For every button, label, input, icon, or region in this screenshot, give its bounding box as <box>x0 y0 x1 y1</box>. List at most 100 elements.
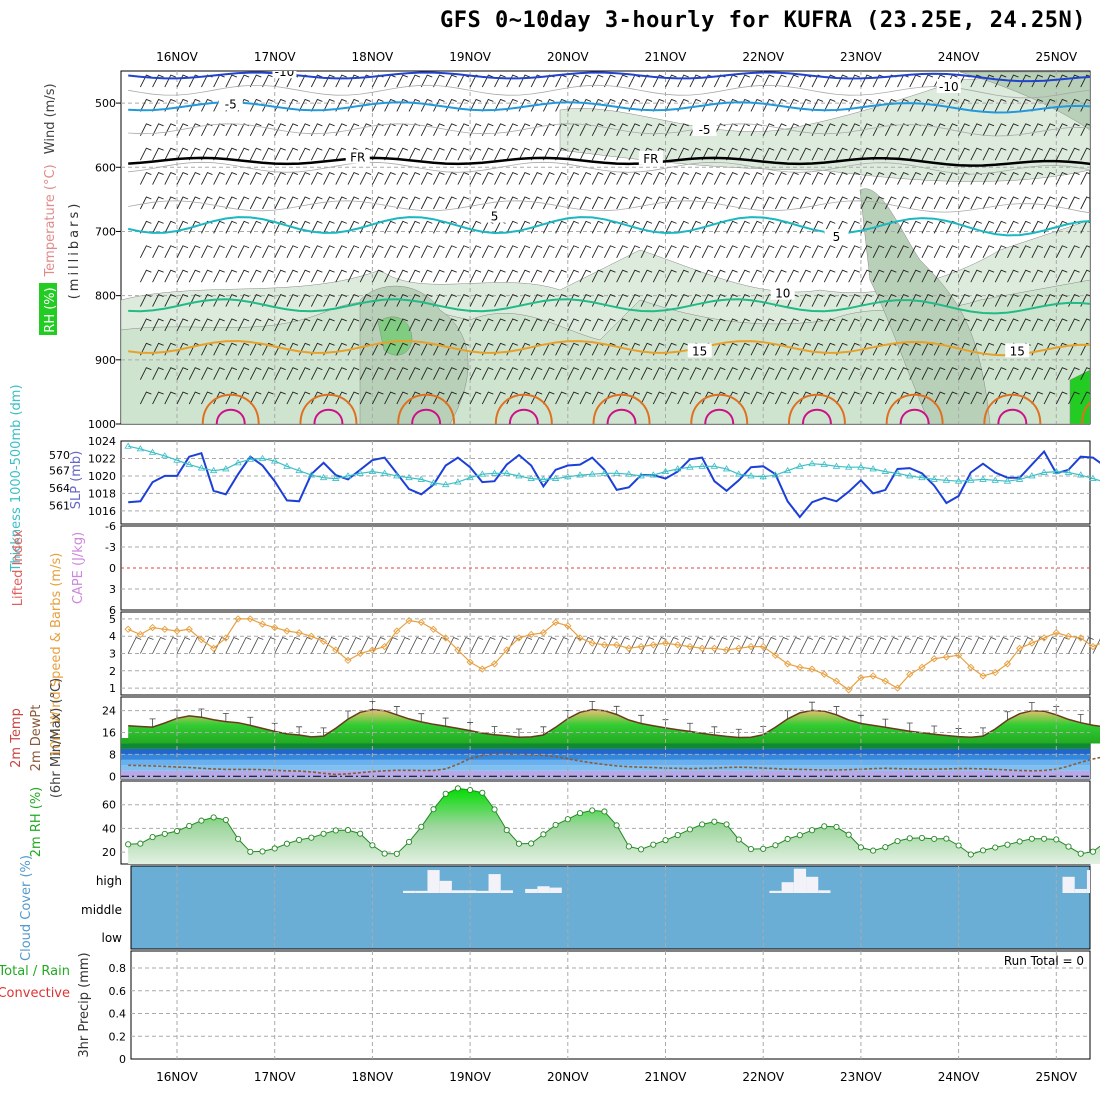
wind-barb <box>506 196 518 210</box>
wind-barb <box>628 220 641 234</box>
wind-barb <box>1093 343 1100 355</box>
rh2m-marker <box>1089 848 1096 855</box>
wind-barb <box>494 172 506 185</box>
wind-barb <box>384 245 396 258</box>
wind10m-marker <box>747 642 755 651</box>
wind-barb <box>933 196 946 210</box>
wind-barb <box>201 245 213 258</box>
rh2m-marker <box>320 830 327 837</box>
wind-barb <box>872 98 885 112</box>
wind-barb <box>640 391 653 405</box>
wind-barb <box>481 172 494 185</box>
surface-loop-inner <box>606 408 637 424</box>
wind-barb <box>567 269 579 283</box>
wind-barb <box>164 293 176 307</box>
wind-barb <box>249 367 262 380</box>
wind-barb <box>396 269 408 283</box>
pressure-axis: 500 600 700 800 900 1000 <box>88 97 121 431</box>
thickness-marker <box>722 465 731 472</box>
wind-barb <box>787 391 799 405</box>
temp-band <box>121 759 1090 766</box>
wind-barb <box>823 98 836 112</box>
wind-barb <box>1019 367 1031 380</box>
wind-barb <box>677 74 689 88</box>
wind-barb <box>591 391 604 405</box>
wind-barb <box>811 147 824 161</box>
wind-barb <box>1093 99 1100 111</box>
wind-barb <box>1031 220 1044 234</box>
wind-barb <box>884 147 897 161</box>
wind-barb <box>494 196 506 210</box>
wind-label: Wind (m/s) <box>43 83 58 154</box>
wind-barb <box>982 74 995 88</box>
wind-barb <box>176 367 189 380</box>
wind-barb <box>616 391 628 405</box>
wind10m-marker <box>686 642 694 651</box>
thickness-marker <box>759 473 767 480</box>
wind-barb <box>298 269 311 283</box>
rh2m-marker <box>161 830 168 837</box>
wind-barb <box>469 196 482 210</box>
wind10m-barb <box>164 636 178 654</box>
wind10m-labels: 10m Wind Speed & Barbs (m/s) <box>49 553 64 758</box>
wind-barb <box>494 123 506 137</box>
wind-barb <box>994 318 1007 332</box>
contour-minus10 <box>128 71 1090 83</box>
thickness-marker <box>295 466 303 474</box>
wind-barb <box>481 123 494 137</box>
wind-barb <box>677 293 689 307</box>
rh2m-marker <box>992 844 999 851</box>
wind-barb <box>481 196 494 210</box>
thickness-marker <box>991 476 999 483</box>
wind-barb <box>1093 270 1100 282</box>
wind-barb <box>1007 123 1019 137</box>
cloud-bar <box>806 876 819 893</box>
thickness-marker <box>771 471 780 478</box>
precip-tick: 0.6 <box>109 985 127 998</box>
wind-barb <box>762 318 775 332</box>
thickness-marker <box>1064 468 1073 475</box>
wind-barb <box>555 147 567 161</box>
wind-barb <box>384 391 396 405</box>
thickness-tick: 567 <box>49 465 70 478</box>
wind-barb <box>1031 123 1044 137</box>
wind-barb <box>909 342 921 356</box>
wind-barb <box>701 147 714 161</box>
wind-barb <box>433 391 445 405</box>
wind-barb <box>884 293 897 307</box>
wind-barb <box>775 147 787 161</box>
contour-label-bg <box>482 208 507 223</box>
wind-barb <box>921 318 934 332</box>
wind-barb <box>1019 220 1031 234</box>
wind-barb <box>274 269 286 283</box>
wind-barb <box>152 367 164 380</box>
top-date-label: 16NOV <box>156 50 198 64</box>
wind-barb <box>872 147 885 161</box>
wind-barb <box>652 391 665 405</box>
wind-barb <box>262 318 274 332</box>
thickness-marker <box>820 460 828 467</box>
wind-barb <box>982 123 995 137</box>
temperature-label: Temperature (°C) <box>43 164 58 277</box>
wind-barb <box>371 245 384 258</box>
wind-barb <box>408 269 421 283</box>
cloud-tick: high <box>96 874 122 888</box>
wind-barb <box>1093 221 1100 233</box>
wind-barb <box>433 196 445 210</box>
wind-barb <box>555 367 567 380</box>
wind-barb <box>823 245 836 258</box>
wind-barb <box>982 342 995 356</box>
wind10m-tick: 2 <box>109 665 116 678</box>
wind-barb <box>811 367 824 380</box>
wind10m-marker <box>698 644 706 652</box>
top-date-label: 23NOV <box>840 50 882 64</box>
wind-barb <box>677 196 689 210</box>
wind-barb <box>970 269 982 283</box>
wind-barb <box>445 147 457 161</box>
wind10m-barb <box>408 636 423 654</box>
wind-barb <box>652 245 665 258</box>
wind-barb <box>823 74 836 88</box>
wind10m-barb <box>323 636 337 654</box>
wind-barb <box>530 123 543 137</box>
wind-barb <box>958 342 970 356</box>
